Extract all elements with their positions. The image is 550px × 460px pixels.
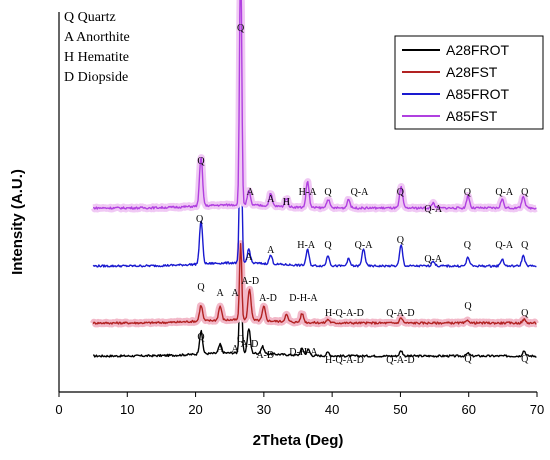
axes: 0 10 20 30 40 50 60 70 2Theta (Deg) Intensity (… bbox=[9, 12, 544, 449]
peak-label-a28frot: Q-A-D bbox=[386, 355, 414, 366]
x-tick-label: 30 bbox=[257, 402, 271, 417]
y-axis-title: Intensity (A.U.) bbox=[9, 169, 26, 275]
phase-key-hematite: H Hematite bbox=[64, 50, 129, 65]
plot-area: QA AQA-DA-D D-H-AH-Q-A-D Q-A-D Q QQA AA-DA-D D-… bbox=[90, 0, 540, 366]
x-tick-label: 50 bbox=[393, 402, 407, 417]
series-line-a28frot bbox=[93, 244, 537, 358]
phase-key-quartz: Q Quartz bbox=[64, 10, 116, 25]
peak-label-a28fst: A bbox=[217, 288, 225, 299]
peak-label-a28frot: Q bbox=[197, 332, 205, 343]
peak-label-a85frot: Q bbox=[397, 235, 405, 246]
peak-label-a28frot: Q bbox=[237, 334, 245, 345]
peak-label-a85frot: Q bbox=[324, 240, 332, 251]
peak-label-a28frot: A-D bbox=[241, 339, 259, 350]
peak-label-a28frot: Q bbox=[521, 354, 529, 365]
peak-label-a85fst: Q-A bbox=[495, 187, 514, 198]
phase-key-anorthite: A Anorthite bbox=[64, 30, 130, 45]
x-tick-label: 40 bbox=[325, 402, 339, 417]
peak-label-a85fst: Q-A bbox=[424, 204, 443, 215]
legend-box bbox=[394, 35, 544, 130]
peak-label-a85fst: A bbox=[267, 194, 275, 205]
legend-label-a28fst: A28FST bbox=[446, 64, 498, 80]
peak-label-a28fst: Q-A-D bbox=[386, 308, 414, 319]
peak-label-a85frot: Q-A bbox=[495, 240, 514, 251]
legend: A28FROT A28FST A85FROT A85FST bbox=[394, 35, 544, 130]
peak-label-a28frot: Q bbox=[464, 354, 472, 365]
peak-label-a85frot: Q bbox=[196, 214, 204, 225]
peak-label-a28frot: D-H-A bbox=[289, 347, 318, 358]
x-ticks: 0 10 20 30 40 50 60 70 bbox=[55, 392, 544, 417]
peak-label-a85frot: Q-A bbox=[424, 254, 443, 265]
series-line-a85frot bbox=[92, 86, 537, 268]
legend-label-a28frot: A28FROT bbox=[446, 42, 509, 58]
peak-label-a28frot: H-Q-A-D bbox=[325, 355, 364, 366]
x-tick-label: 20 bbox=[188, 402, 202, 417]
series-line-a28fst bbox=[92, 242, 537, 325]
peak-label-a85fst: H bbox=[283, 197, 290, 208]
peak-label-a28frot: A bbox=[217, 344, 225, 355]
peak-label-a85fst: Q bbox=[521, 187, 529, 198]
peak-label-a85frot: A bbox=[245, 252, 253, 263]
peak-label-a85frot: H-A bbox=[297, 240, 316, 251]
peak-label-a85fst: Q bbox=[237, 23, 245, 34]
peak-label-a28fst: A-D bbox=[259, 293, 277, 304]
legend-label-a85frot: A85FROT bbox=[446, 86, 509, 102]
x-tick-label: 0 bbox=[55, 402, 62, 417]
peak-label-a85fst: A bbox=[247, 187, 255, 198]
legend-label-a85fst: A85FST bbox=[446, 108, 498, 124]
peak-label-a85frot: Q bbox=[464, 240, 472, 251]
x-axis-title: 2Theta (Deg) bbox=[253, 432, 344, 449]
peak-label-a28fst: Q bbox=[464, 301, 472, 312]
x-tick-label: 10 bbox=[120, 402, 134, 417]
phase-key-diopside: D Diopside bbox=[64, 70, 128, 85]
peak-label-a85fst: Q-A bbox=[351, 187, 370, 198]
peak-label-a85fst: Q bbox=[464, 187, 472, 198]
peak-label-a28fst: Q bbox=[521, 308, 529, 319]
peak-label-a28frot: A-D bbox=[256, 350, 274, 361]
peak-label-a28fst: H-Q-A-D bbox=[325, 308, 364, 319]
x-tick-label: 60 bbox=[461, 402, 475, 417]
peak-label-a28fst: A bbox=[232, 288, 240, 299]
peak-label-a85fst: H-A bbox=[299, 187, 318, 198]
peak-label-a85fst: Q bbox=[197, 156, 205, 167]
phase-key: Q Quartz A Anorthite H Hematite D Diopsi… bbox=[64, 10, 130, 85]
peak-label-a28frot: A bbox=[232, 344, 240, 355]
series-line-a85fst bbox=[93, 0, 537, 210]
peak-label-a85frot: Q bbox=[521, 240, 529, 251]
peak-label-a85fst: Q bbox=[397, 187, 405, 198]
peak-label-a28fst: A-D bbox=[241, 276, 259, 287]
peak-label-a28fst: D-H-A bbox=[289, 293, 318, 304]
peak-label-a85frot: Q-A bbox=[355, 240, 374, 251]
peak-label-a85fst: Q bbox=[324, 187, 332, 198]
peak-label-a28fst: Q bbox=[197, 282, 205, 293]
x-tick-label: 70 bbox=[530, 402, 544, 417]
peak-label-a85frot: A bbox=[267, 245, 275, 256]
